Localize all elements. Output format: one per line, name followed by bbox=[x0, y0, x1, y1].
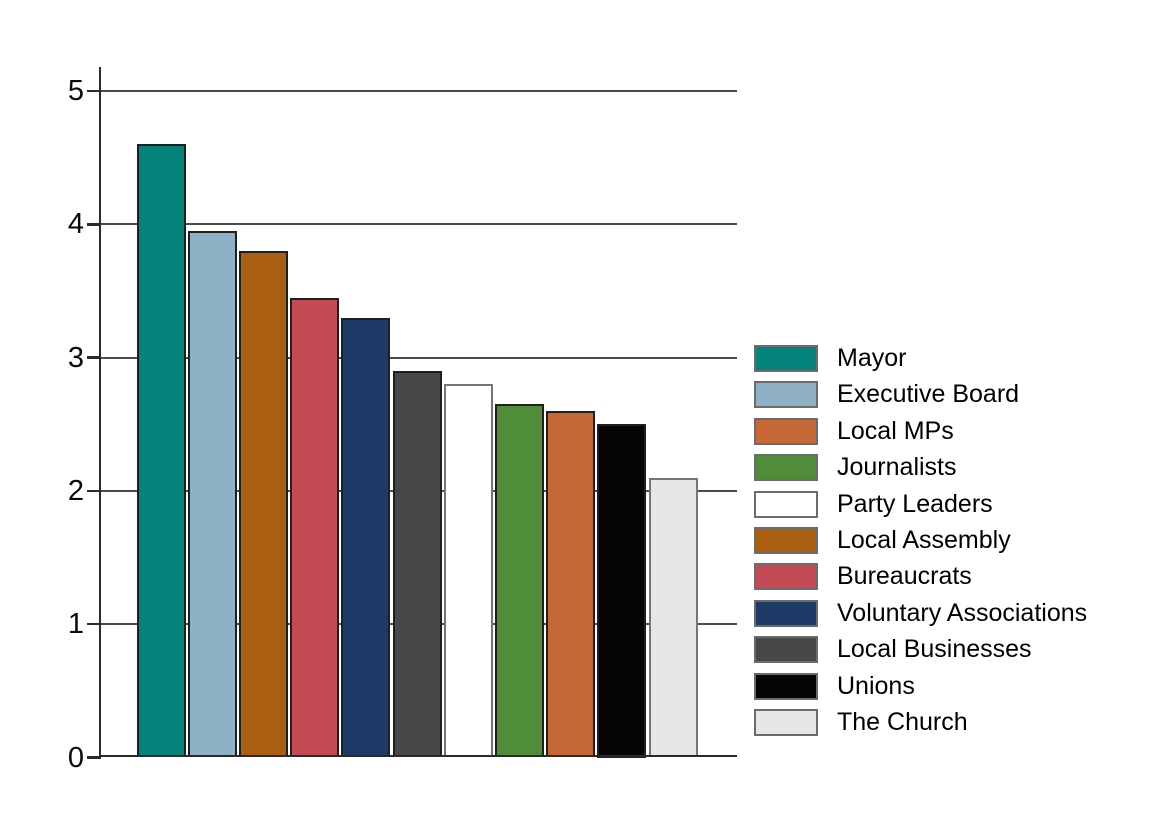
legend-swatch-party-leaders-icon bbox=[754, 490, 818, 518]
bar-local-businesses bbox=[392, 370, 442, 758]
bar-executive-board bbox=[187, 230, 237, 758]
legend-item-local-businesses: Local Businesses bbox=[754, 635, 1087, 664]
legend-item-bureaucrats: Bureaucrats bbox=[754, 562, 1087, 591]
legend-swatch-local-assembly-icon bbox=[754, 526, 818, 554]
legend-swatch-the-church-icon bbox=[754, 708, 818, 736]
bar-local-assembly bbox=[238, 250, 288, 758]
bar-journalists bbox=[494, 404, 544, 758]
legend-swatch-bureaucrats-icon bbox=[754, 563, 818, 591]
bar-unions bbox=[597, 424, 647, 758]
legend-item-the-church: The Church bbox=[754, 707, 1087, 736]
y-tick-5 bbox=[87, 89, 100, 93]
legend-item-executive-board: Executive Board bbox=[754, 380, 1087, 409]
legend-label-party-leaders: Party Leaders bbox=[837, 489, 993, 518]
legend-label-voluntary-associations: Voluntary Associations bbox=[837, 598, 1088, 627]
y-tick-2 bbox=[87, 489, 100, 493]
y-tick-1 bbox=[87, 622, 100, 626]
y-tick-label-1: 1 bbox=[67, 608, 84, 641]
x-axis-line bbox=[98, 754, 737, 758]
legend: Mayor Executive Board Local MPs Journalists… bbox=[754, 344, 1088, 745]
y-tick-label-5: 5 bbox=[67, 75, 84, 107]
y-tick-label-3: 3 bbox=[67, 341, 84, 374]
legend-label-unions: Unions bbox=[837, 671, 915, 700]
legend-item-local-mps: Local MPs bbox=[754, 416, 1087, 445]
legend-item-party-leaders: Party Leaders bbox=[754, 489, 1087, 518]
bar-bureaucrats bbox=[290, 297, 340, 758]
bar-local-mps bbox=[546, 410, 596, 758]
gridline-4 bbox=[100, 223, 737, 226]
bar-mayor bbox=[136, 144, 186, 758]
legend-label-bureaucrats: Bureaucrats bbox=[837, 562, 972, 591]
legend-swatch-local-businesses-icon bbox=[754, 636, 818, 664]
y-axis-line bbox=[98, 67, 101, 759]
legend-label-local-assembly: Local Assembly bbox=[837, 525, 1011, 554]
bar-voluntary-associations bbox=[341, 317, 391, 758]
legend-item-local-assembly: Local Assembly bbox=[754, 525, 1087, 554]
legend-item-mayor: Mayor bbox=[754, 344, 1087, 372]
legend-swatch-voluntary-associations-icon bbox=[754, 599, 818, 627]
legend-item-voluntary-associations: Voluntary Associations bbox=[754, 598, 1088, 627]
legend-label-journalists: Journalists bbox=[837, 453, 957, 482]
gridline-3 bbox=[100, 356, 737, 359]
legend-label-mayor: Mayor bbox=[837, 344, 907, 372]
legend-label-local-mps: Local MPs bbox=[837, 416, 954, 445]
y-tick-4 bbox=[87, 223, 100, 226]
legend-item-unions: Unions bbox=[754, 671, 1087, 700]
legend-swatch-executive-board-icon bbox=[754, 381, 818, 409]
y-tick-3 bbox=[87, 356, 100, 359]
gridline-5 bbox=[100, 90, 737, 92]
bar-the-church bbox=[648, 477, 698, 758]
y-tick-0 bbox=[87, 756, 100, 759]
y-tick-label-4: 4 bbox=[67, 208, 84, 241]
legend-label-executive-board: Executive Board bbox=[837, 380, 1020, 409]
legend-label-local-businesses: Local Businesses bbox=[837, 635, 1032, 664]
legend-swatch-mayor-icon bbox=[754, 345, 818, 372]
y-tick-label-2: 2 bbox=[67, 474, 84, 507]
legend-swatch-journalists-icon bbox=[754, 454, 818, 482]
y-tick-label-0: 0 bbox=[67, 741, 84, 774]
legend-swatch-unions-icon bbox=[754, 672, 818, 700]
legend-swatch-local-mps-icon bbox=[754, 417, 818, 445]
bar-party-leaders bbox=[443, 384, 493, 758]
legend-label-the-church: The Church bbox=[837, 707, 968, 736]
legend-item-journalists: Journalists bbox=[754, 453, 1087, 482]
